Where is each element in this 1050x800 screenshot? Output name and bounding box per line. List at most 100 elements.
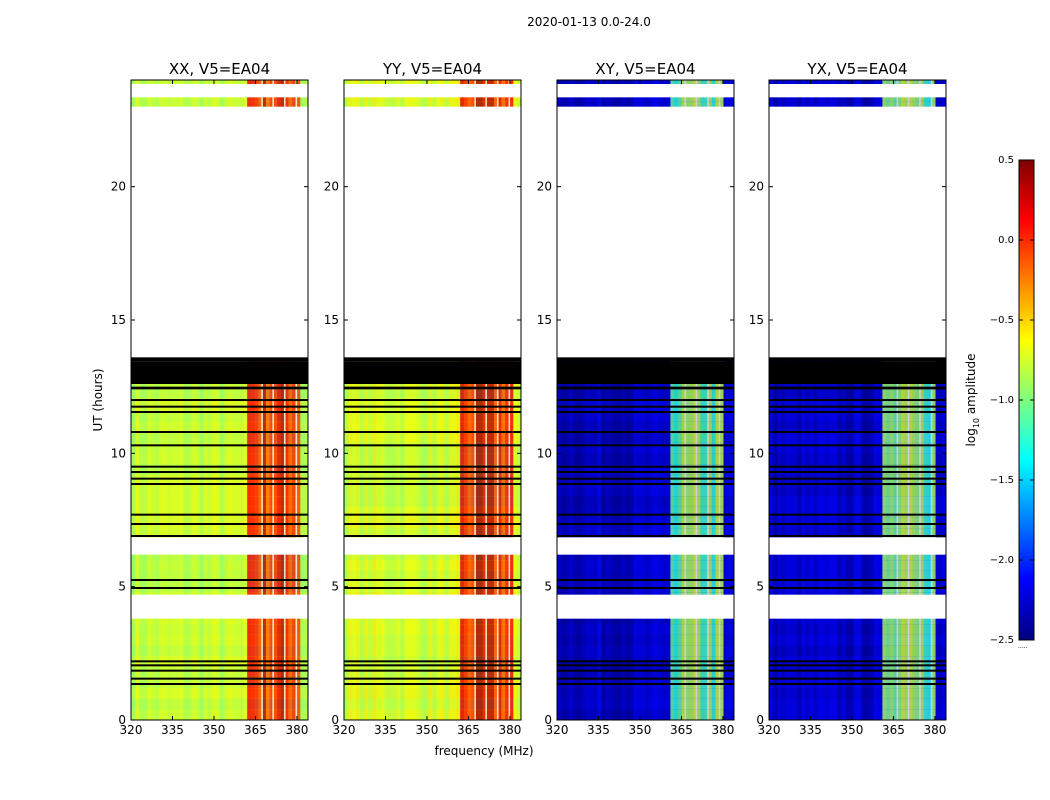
flag-line — [344, 405, 521, 408]
x-tick-label: 350 — [416, 723, 439, 737]
flag-line — [344, 683, 521, 685]
no-data-interval — [344, 594, 521, 619]
time-texture — [557, 453, 734, 465]
x-tick-label: 350 — [841, 723, 864, 737]
flag-line — [557, 399, 734, 401]
time-texture — [769, 400, 946, 412]
x-tick-label: 365 — [457, 723, 480, 737]
heatmap-4 — [769, 80, 946, 720]
flag-line — [769, 513, 946, 516]
colorbar-tick-label: −1.5 — [990, 475, 1014, 486]
panel-3: XY, V5=EA04 320 335 350 365 380 0 5 10 15 20 — [537, 60, 735, 737]
flag-line — [131, 431, 308, 433]
flag-line — [344, 587, 521, 589]
time-texture — [131, 634, 308, 646]
time-texture — [344, 378, 521, 390]
time-texture — [557, 560, 734, 572]
y-tick-label: 20 — [324, 180, 339, 194]
time-texture — [131, 410, 308, 422]
y-tick-label: 15 — [111, 313, 126, 327]
time-texture — [769, 560, 946, 572]
time-texture — [557, 410, 734, 422]
time-texture — [344, 474, 521, 486]
flag-line — [557, 579, 734, 581]
flag-line — [344, 677, 521, 680]
flag-line — [557, 664, 734, 667]
time-texture — [344, 432, 521, 444]
flag-line — [557, 683, 734, 685]
x-tick-label: 320 — [120, 723, 143, 737]
colorbar: −2.5 −2.0 −1.5 −1.0 −0.5 0.0 0.5..... log10 amp… — [964, 155, 1035, 650]
time-texture — [344, 709, 521, 720]
x-tick-label: 335 — [587, 723, 610, 737]
time-texture — [769, 570, 946, 582]
x-tick-label: 350 — [629, 723, 652, 737]
axes-frame — [130, 79, 309, 721]
flag-line — [344, 513, 521, 516]
y-tick-label: 20 — [749, 180, 764, 194]
time-texture — [344, 688, 521, 700]
no-data-interval — [557, 84, 734, 98]
flag-line — [131, 535, 308, 537]
time-texture — [769, 634, 946, 646]
time-texture — [769, 442, 946, 454]
y-tick-label: 5 — [331, 580, 339, 594]
flag-line — [131, 513, 308, 516]
flag-line — [769, 483, 946, 485]
time-texture — [344, 389, 521, 401]
flag-line — [557, 483, 734, 485]
time-texture — [769, 528, 946, 540]
time-texture — [557, 442, 734, 454]
time-texture — [131, 645, 308, 657]
time-texture — [557, 624, 734, 636]
time-texture — [344, 442, 521, 454]
flag-line — [131, 483, 308, 485]
flag-line — [557, 465, 734, 468]
time-texture — [131, 506, 308, 518]
time-texture — [769, 624, 946, 636]
flag-line — [131, 587, 308, 589]
y-tick-label: 15 — [749, 313, 764, 327]
time-texture — [344, 528, 521, 540]
flag-line — [769, 535, 946, 537]
flag-line — [769, 660, 946, 663]
time-texture — [557, 496, 734, 508]
time-texture — [769, 410, 946, 422]
no-data-interval — [131, 106, 308, 358]
panel-title: YX, V5=EA04 — [806, 60, 907, 78]
flag-line — [344, 664, 521, 667]
flag-line — [344, 399, 521, 401]
time-texture — [769, 474, 946, 486]
time-texture — [131, 528, 308, 540]
flag-line — [131, 579, 308, 581]
flag-line — [344, 535, 521, 537]
x-tick-label: 365 — [670, 723, 693, 737]
axes-frame — [343, 79, 522, 721]
time-texture — [344, 453, 521, 465]
x-axis-label: frequency (MHz) — [434, 744, 533, 758]
time-texture — [131, 421, 308, 433]
flag-line — [769, 431, 946, 433]
time-texture — [344, 677, 521, 689]
no-data-interval — [344, 84, 521, 98]
flag-line — [557, 405, 734, 408]
flag-line — [557, 471, 734, 473]
x-tick-label: 320 — [546, 723, 569, 737]
y-tick-label: 5 — [118, 580, 126, 594]
no-data-interval — [131, 537, 308, 555]
panel-title: YY, V5=EA04 — [382, 60, 482, 78]
time-texture — [131, 624, 308, 636]
colorbar-tick-label: −2.0 — [990, 555, 1014, 566]
time-texture — [557, 517, 734, 529]
no-data-interval — [344, 106, 521, 358]
time-texture — [557, 389, 734, 401]
flagged-interval — [769, 354, 946, 362]
flag-line — [344, 411, 521, 413]
time-texture — [557, 464, 734, 476]
time-texture — [344, 570, 521, 582]
flag-line — [344, 523, 521, 525]
flag-line — [344, 477, 521, 480]
no-data-interval — [557, 594, 734, 619]
flag-line — [344, 444, 521, 447]
